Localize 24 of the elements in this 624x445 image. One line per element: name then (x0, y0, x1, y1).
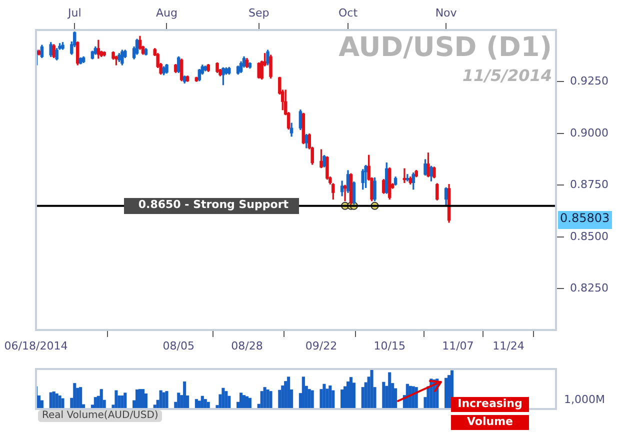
x-tick-label: 10/15 (374, 339, 406, 352)
text: Real Volume(AUD/USD) (38, 410, 162, 422)
text: 11/5/2014 (462, 66, 552, 85)
x2-tick-label: Oct (338, 6, 358, 20)
y-tick-label: 0.8500 (570, 230, 608, 243)
y-tick-label: 0.8250 (570, 281, 608, 294)
x2-tick-label: Aug (156, 6, 178, 20)
x2-tick-label: Nov (435, 6, 458, 20)
y-tick-label: 0.9000 (570, 126, 608, 140)
text: 0.85803 (558, 211, 612, 230)
x2-tick-label: Sep (248, 6, 270, 20)
x-tick-label: 11/24 (492, 339, 524, 352)
x-tick-label: 09/22 (305, 339, 338, 352)
x-tick-label: 11/07 (442, 339, 474, 352)
x2-tick-label: Jul (66, 6, 82, 20)
y-tick-label: 0.8750 (570, 178, 608, 192)
x-tick-label: 08/05 (162, 339, 194, 352)
ref-line-label: 0.8650 - Strong Support (124, 198, 299, 214)
chart-title: AUD/USD (D1) (338, 32, 552, 63)
y-tick-label: 0.9250 (570, 74, 608, 88)
annotation: Increasing Volume (456, 397, 524, 430)
text: 1,000M (564, 393, 605, 406)
x-tick-label: 08/28 (231, 339, 263, 352)
x-tick-label: 06/18/2014 (4, 339, 68, 352)
